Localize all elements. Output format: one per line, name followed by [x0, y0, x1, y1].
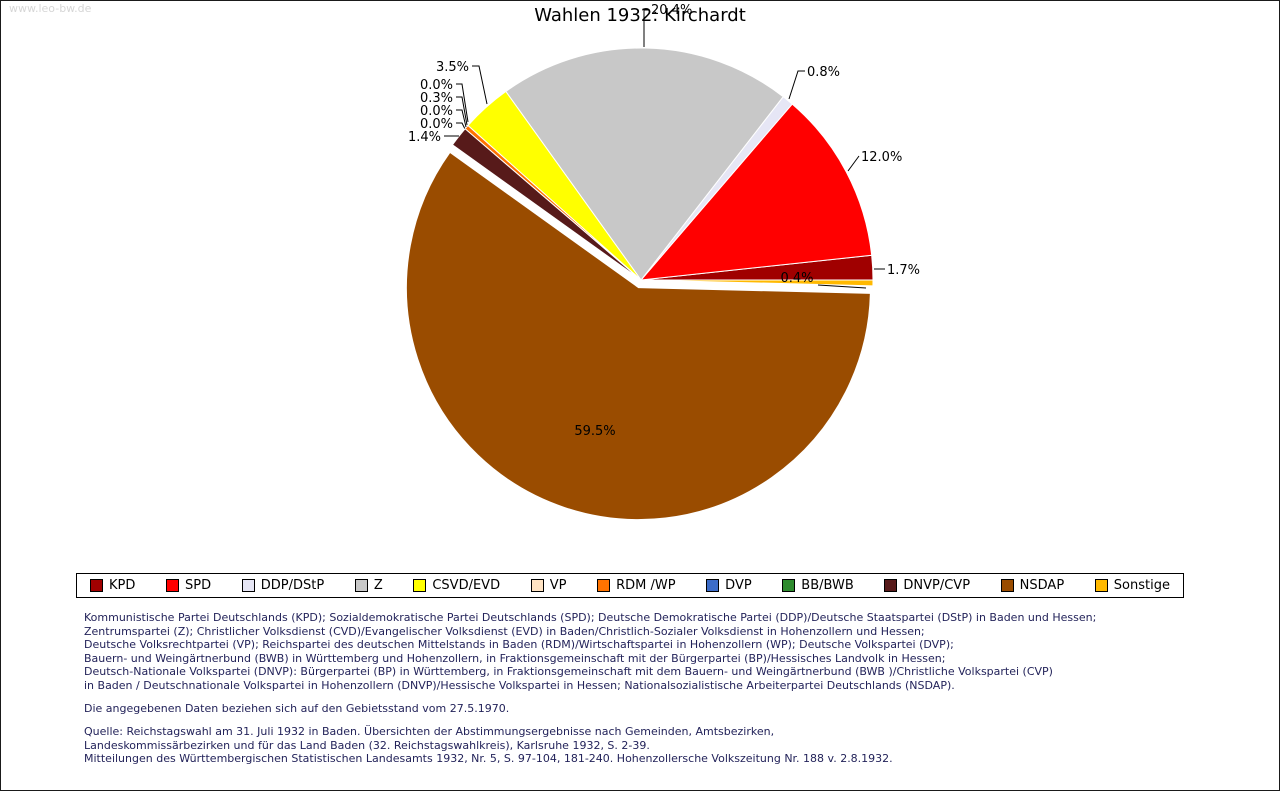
pie-label-csvd-evd: 3.5% — [436, 60, 469, 75]
legend-item-vp: VP — [530, 578, 567, 593]
party-description-line: Bauern- und Weingärtnerbund (BWB) in Wür… — [84, 651, 946, 665]
pie-label-bb-bwb: 0.0% — [420, 117, 453, 132]
pie-label-sonstige: 0.4% — [780, 271, 813, 286]
legend-label-nsdap: NSDAP — [1019, 578, 1065, 593]
party-description-line: Deutsche Volksrechtpartei (VP); Reichspa… — [84, 638, 954, 651]
watermark: www.leo-bw.de — [9, 2, 92, 15]
legend-item-dnvp-cvp: DNVP/CVP — [884, 578, 970, 593]
party-description-line: Kommunistische Partei Deutschlands (KPD)… — [84, 611, 1097, 624]
party-description-line: Deutsch-Nationale Volkspartei (DNVP): Bü… — [84, 665, 1053, 678]
pie-slice-spd — [639, 103, 873, 281]
legend-label-kpd: KPD — [109, 578, 136, 593]
pie-leader-bb-bwb — [456, 122, 466, 130]
legend-swatch-bb-bwb — [782, 579, 796, 592]
legend-swatch-vp — [530, 579, 544, 592]
pie-slice-sonstige — [640, 279, 874, 287]
party-descriptions: Kommunistische Partei Deutschlands (KPD)… — [84, 611, 1096, 692]
legend-item-nsdap: NSDAP — [1000, 578, 1065, 593]
pie-leader-spd — [847, 155, 860, 172]
legend-item-csvd-evd: CSVD/EVD — [413, 578, 500, 593]
source-citation: Quelle: Reichstagswahl am 31. Juli 1932 … — [84, 725, 893, 766]
source-line: Mitteilungen des Württembergischen Stati… — [84, 752, 893, 765]
legend-item-bb-bwb: BB/BWB — [782, 578, 854, 593]
page-title: Wahlen 1932: Kirchardt — [534, 5, 746, 26]
pie-slice-z — [505, 47, 784, 281]
legend-item-dvp: DVP — [706, 578, 752, 593]
pie-chart: 1.7%12.0%0.8%20.4%3.5%0.0%0.3%0.0%0.0%1.… — [406, 3, 920, 521]
legend-swatch-kpd — [90, 579, 103, 592]
legend-swatch-dvp — [706, 579, 720, 592]
legend-label-z: Z — [373, 578, 383, 593]
legend: KPD SPD DDP/DStP Z CSVD/EVD VP RDM /WP DVP BB/BW… — [76, 573, 1184, 598]
legend-label-dnvp-cvp: DNVP/CVP — [903, 578, 971, 593]
legend-item-sonstige: Sonstige — [1094, 578, 1170, 593]
party-description-line: Zentrumspartei (Z); Christlicher Volksdi… — [84, 624, 925, 638]
territorial-note: Die angegebenen Daten beziehen sich auf … — [84, 702, 510, 715]
legend-label-spd: SPD — [185, 578, 212, 593]
legend-label-bb-bwb: BB/BWB — [801, 578, 854, 593]
source-line: Quelle: Reichstagswahl am 31. Juli 1932 … — [84, 725, 775, 738]
pie-slice-dnvp-cvp — [451, 128, 642, 281]
pie-leader-sonstige — [817, 284, 867, 289]
pie-slice-nsdap — [406, 151, 871, 521]
legend-label-rdm-wp: RDM /WP — [616, 578, 676, 593]
pie-label-spd: 12.0% — [861, 150, 902, 165]
legend-swatch-nsdap — [1000, 579, 1014, 592]
pie-leader-ddp-dstp — [788, 70, 805, 100]
source-line: Landeskommissärbezirken und für das Land… — [84, 738, 650, 752]
pie-leader-z — [643, 9, 649, 47]
pie-leader-rdm-wp — [456, 96, 468, 126]
legend-label-sonstige: Sonstige — [1113, 578, 1170, 593]
pie-label-nsdap: 59.5% — [574, 424, 615, 439]
legend-swatch-spd — [166, 579, 179, 592]
pie-label-ddp-dstp: 0.8% — [807, 65, 840, 80]
legend-swatch-rdm-wp — [597, 579, 611, 592]
legend-label-vp: VP — [549, 578, 567, 593]
pie-leader-dvp — [456, 109, 467, 128]
pie-leader-vp — [456, 83, 469, 123]
legend-label-ddp-dstp: DDP/DStP — [260, 578, 325, 593]
pie-label-dnvp-cvp: 1.4% — [408, 130, 441, 145]
legend-item-spd: SPD — [166, 578, 211, 593]
legend-label-csvd-evd: CSVD/EVD — [432, 578, 501, 593]
pie-label-kpd: 1.7% — [887, 263, 920, 278]
legend-label-dvp: DVP — [725, 578, 752, 593]
legend-item-rdm-wp: RDM /WP — [597, 578, 676, 593]
legend-swatch-z — [354, 579, 368, 592]
legend-item-z: Z — [354, 578, 383, 593]
legend-swatch-csvd-evd — [413, 579, 427, 592]
pie-label-rdm-wp: 0.3% — [420, 91, 453, 106]
pie-label-z: 20.4% — [651, 3, 692, 18]
legend-item-ddp-dstp: DDP/DStP — [241, 578, 325, 593]
pie-label-dvp: 0.0% — [420, 104, 453, 119]
legend-swatch-sonstige — [1094, 579, 1108, 592]
legend-swatch-ddp-dstp — [241, 579, 255, 592]
pie-label-vp: 0.0% — [420, 78, 453, 93]
party-description-line: in Baden / Deutschnationale Volkspartei … — [84, 678, 955, 692]
legend-swatch-dnvp-cvp — [884, 579, 898, 592]
pie-leader-csvd-evd — [472, 65, 488, 105]
legend-item-kpd: KPD — [90, 578, 135, 593]
